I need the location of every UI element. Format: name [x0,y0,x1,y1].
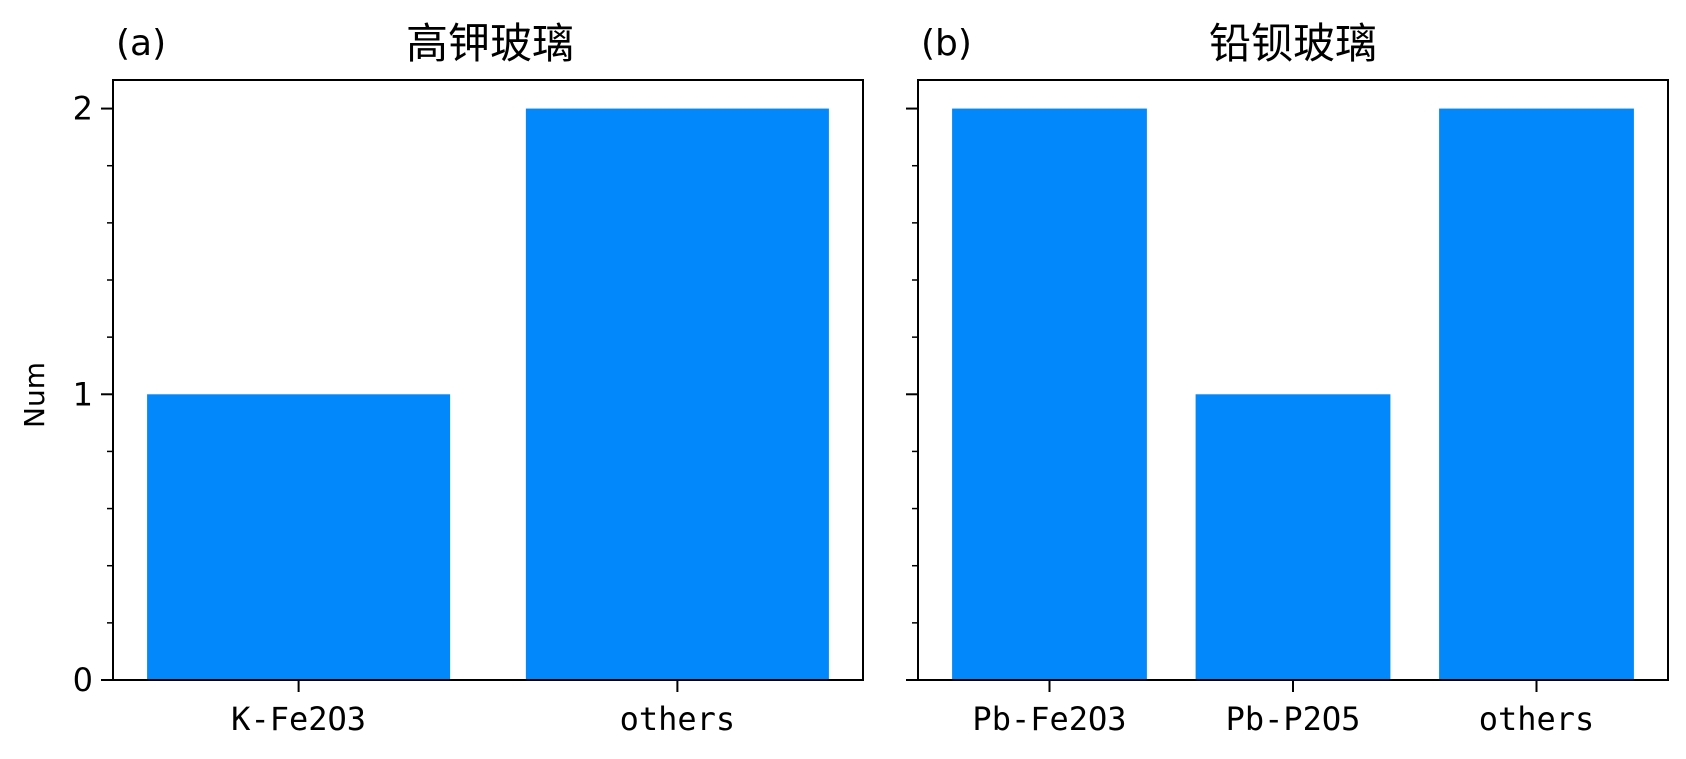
y-tick-label: 1 [73,375,93,413]
panel-b-label: (b) [921,23,972,64]
bar-k-fe2o3 [147,394,451,680]
bar-others [1439,108,1634,681]
panel-a-frame [112,79,864,681]
panel-b-x-axis: Pb-Fe2O3 Pb-P2O5 others [972,680,1594,738]
panel-a-x-axis: K-Fe2O3 others [231,680,735,738]
panel-a-title: 高钾玻璃 [406,19,574,68]
x-tick-label: others [620,700,736,738]
panel-b-title: 铅钡玻璃 [1209,19,1377,68]
x-tick-label: Pb-P2O5 [1226,700,1361,738]
chart-panel-a: (a) 高钾玻璃 Num 0 1 2 K-Fe2O3 others [18,19,864,738]
panel-b-bars [952,108,1634,681]
panel-b-frame [917,79,1669,681]
x-tick-label: Pb-Fe2O3 [972,700,1126,738]
panel-a-bars [147,108,829,681]
panel-b-y-axis [906,107,918,681]
x-tick-label: K-Fe2O3 [231,700,366,738]
bar-others [525,108,829,681]
y-tick-label: 0 [73,661,93,699]
x-tick-label: others [1479,700,1595,738]
y-tick-label: 2 [73,90,93,128]
panel-a-ylabel: Num [18,362,51,428]
chart-panel-b: (b) 铅钡玻璃 Pb-Fe2O3 Pb-P2O5 others [906,19,1669,738]
bar-pb-fe2o3 [952,108,1147,681]
panel-a-y-axis: 0 1 2 [73,90,113,699]
bar-pb-p2o5 [1195,394,1391,680]
panel-a-label: (a) [116,23,166,64]
